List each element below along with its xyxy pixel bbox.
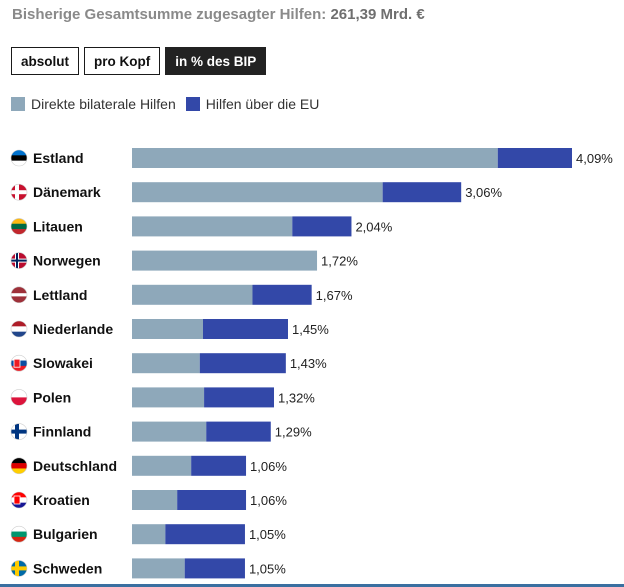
value-label: 1,72%	[321, 254, 358, 269]
value-label: 3,06%	[465, 185, 502, 200]
toggle-absolut[interactable]: absolut	[11, 47, 80, 75]
category-label: Slowakei	[33, 355, 93, 371]
bar-bilateral	[132, 284, 253, 305]
bar-bilateral	[132, 319, 204, 339]
flag-de-icon	[10, 457, 28, 475]
category-label: Schweden	[33, 560, 102, 576]
value-label: 1,05%	[249, 561, 286, 576]
bar-bilateral	[132, 490, 178, 510]
value-label: 1,05%	[249, 527, 286, 542]
value-label: 1,45%	[292, 322, 329, 337]
bar-eu	[204, 387, 275, 408]
category-label: Bulgarien	[33, 526, 98, 542]
legend-label-bilateral: Direkte bilaterale Hilfen	[31, 96, 176, 112]
category-label: Litauen	[33, 218, 83, 234]
flag-no-icon	[10, 252, 28, 269]
value-label: 2,04%	[355, 219, 392, 234]
toggle-prozent-bip[interactable]: in % des BIP	[165, 47, 267, 75]
bar-eu	[206, 421, 271, 442]
value-label: 1,32%	[278, 390, 315, 405]
bottom-divider	[0, 584, 624, 587]
flag-hr-icon	[10, 491, 28, 509]
legend-item-bilateral: Direkte bilaterale Hilfen	[11, 96, 176, 112]
bar-eu	[497, 148, 572, 168]
category-label: Polen	[33, 389, 71, 405]
bar-eu	[203, 319, 288, 339]
chart-legend: Direkte bilaterale Hilfen Hilfen über di…	[11, 96, 329, 112]
category-label: Lettland	[33, 287, 87, 303]
flag-dk-icon	[10, 183, 28, 201]
flag-nl-icon	[10, 320, 28, 338]
unit-toggle-group: absolut pro Kopf in % des BIP	[11, 47, 271, 75]
flag-fi-icon	[10, 423, 28, 440]
flag-pl-icon	[10, 389, 28, 406]
bar-bilateral	[132, 353, 200, 374]
category-label: Estland	[33, 150, 84, 166]
bar-bilateral	[132, 455, 192, 476]
bar-eu	[184, 558, 245, 579]
header-total: 261,39 Mrd. €	[330, 6, 425, 23]
value-label: 1,43%	[290, 356, 327, 371]
bar-bilateral	[132, 182, 383, 203]
bar-eu	[177, 490, 247, 510]
bar-eu	[292, 216, 352, 237]
legend-item-eu: Hilfen über die EU	[185, 96, 320, 112]
bar-bilateral	[132, 421, 207, 442]
bar-bilateral	[132, 216, 293, 237]
legend-label-eu: Hilfen über die EU	[205, 96, 320, 112]
flag-sk-icon	[10, 354, 28, 372]
category-label: Finnland	[33, 424, 91, 440]
bar-eu	[199, 353, 286, 374]
category-label: Niederlande	[33, 321, 113, 337]
bar-bilateral	[132, 558, 185, 579]
value-label: 1,06%	[250, 493, 287, 508]
flag-bg-icon	[10, 525, 28, 543]
value-label: 4,09%	[576, 151, 613, 166]
toggle-pro-kopf[interactable]: pro Kopf	[84, 47, 161, 75]
flag-lt-icon	[10, 218, 28, 235]
flag-lv-icon	[10, 286, 28, 304]
value-label: 1,06%	[250, 459, 287, 474]
category-label: Norwegen	[33, 253, 101, 269]
bar-eu	[382, 182, 462, 203]
bar-eu	[165, 524, 245, 545]
category-label: Dänemark	[33, 184, 101, 200]
legend-swatch-eu	[185, 97, 200, 111]
bar-eu	[191, 455, 247, 476]
legend-swatch-bilateral	[11, 97, 25, 111]
bar-eu	[252, 284, 312, 305]
chart-header: Bisherige Gesamtsumme zugesagter Hilfen:…	[12, 6, 425, 23]
bar-chart: Estland 4,09% Dänemark 3,06% Litauen 2,04% Nor…	[10, 148, 613, 579]
category-label: Deutschland	[33, 458, 117, 474]
bar-bilateral	[132, 148, 498, 168]
bar-bilateral	[132, 524, 166, 545]
bar-bilateral	[132, 250, 318, 271]
flag-se-icon	[10, 560, 28, 577]
flag-ee-icon	[10, 149, 28, 167]
value-label: 1,29%	[275, 425, 312, 440]
bar-bilateral	[132, 387, 205, 408]
value-label: 1,67%	[316, 288, 353, 303]
header-prefix: Bisherige Gesamtsumme zugesagter Hilfen:	[12, 6, 327, 23]
category-label: Kroatien	[33, 492, 90, 508]
